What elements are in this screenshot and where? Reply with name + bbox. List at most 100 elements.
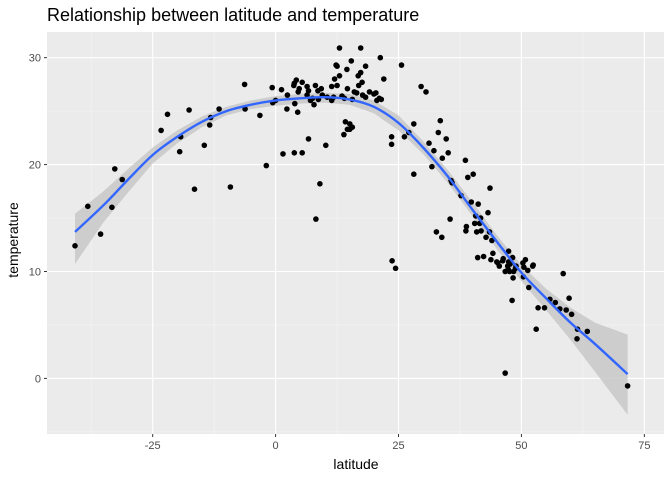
y-tick-label: 20 [29,160,41,172]
data-point [510,275,516,281]
data-point [293,77,300,83]
y-axis-title: temperature [5,202,21,278]
data-point [574,336,580,342]
data-point [535,305,541,311]
data-point [473,229,480,235]
data-point [299,150,306,156]
data-point [278,86,285,93]
data-point [471,220,478,227]
data-point [624,383,631,389]
data-point [304,92,310,98]
data-point [388,141,395,148]
data-point [353,90,360,96]
data-point [431,147,437,154]
data-point [342,119,349,125]
data-point [344,66,350,73]
data-point [401,134,408,140]
data-point [388,134,395,140]
data-point [500,255,507,262]
data-point [109,204,115,211]
data-point [336,73,343,79]
data-point [411,171,417,177]
smooth-line [74,95,629,375]
data-point [474,254,481,261]
data-point [311,101,317,108]
data-point [242,106,248,112]
data-point [362,94,369,100]
data-point [373,90,379,96]
data-point [97,231,104,237]
data-point [296,85,303,92]
data-point [563,307,569,313]
data-point [483,234,489,241]
y-axis-ticks: 0 10 20 30 [29,53,47,385]
data-point [164,111,171,118]
data-point [526,284,532,291]
data-point [530,262,536,268]
data-point [206,122,213,128]
data-point [328,83,335,90]
data-point [201,142,208,149]
data-point [334,63,340,69]
data-point [216,106,222,112]
data-point [304,83,310,90]
data-point [312,82,319,89]
data-point [284,106,290,112]
data-point [72,243,78,249]
data-point [186,107,192,113]
data-point [323,142,329,149]
data-point [227,184,234,190]
data-point [112,166,118,172]
data-point [533,326,539,333]
data-point [158,127,164,134]
data-point [439,155,446,161]
x-tick-label: 75 [638,440,650,452]
data-point [392,265,399,272]
data-point [480,253,487,260]
x-tick-label: 0 [273,440,279,452]
data-point [475,201,482,207]
data-point [463,223,470,230]
data-point [344,85,351,92]
data-point [509,297,515,304]
data-point [119,176,125,183]
data-point [313,216,319,222]
data-point [470,171,477,177]
data-point [505,248,512,254]
data-point [269,84,276,91]
data-point [521,264,527,271]
data-point [377,54,384,61]
y-tick-label: 10 [29,266,41,278]
data-point [263,162,270,169]
data-point [463,228,469,234]
data-point [418,83,424,90]
data-point [447,216,453,222]
data-point [411,121,417,127]
data-point [299,79,306,86]
data-point [305,136,312,142]
data-point [341,131,347,138]
data-point [85,203,91,210]
data-point [437,117,444,124]
data-point [398,62,405,68]
data-point [439,234,445,241]
data-point [284,92,291,98]
data-point [348,58,355,64]
data-point [378,96,385,103]
data-point [560,270,566,277]
data-point [525,267,531,274]
data-point [336,45,343,51]
data-point [191,186,198,192]
data-point [445,150,452,156]
data-point [465,174,471,181]
data-point [584,328,591,335]
data-point [443,136,450,142]
data-point [426,140,432,146]
data-point [389,258,395,264]
x-axis-title: latitude [333,456,378,472]
x-tick-label: 25 [392,440,404,452]
data-point [362,63,369,69]
data-point [423,89,429,95]
data-point [522,256,529,263]
data-point [502,370,509,376]
